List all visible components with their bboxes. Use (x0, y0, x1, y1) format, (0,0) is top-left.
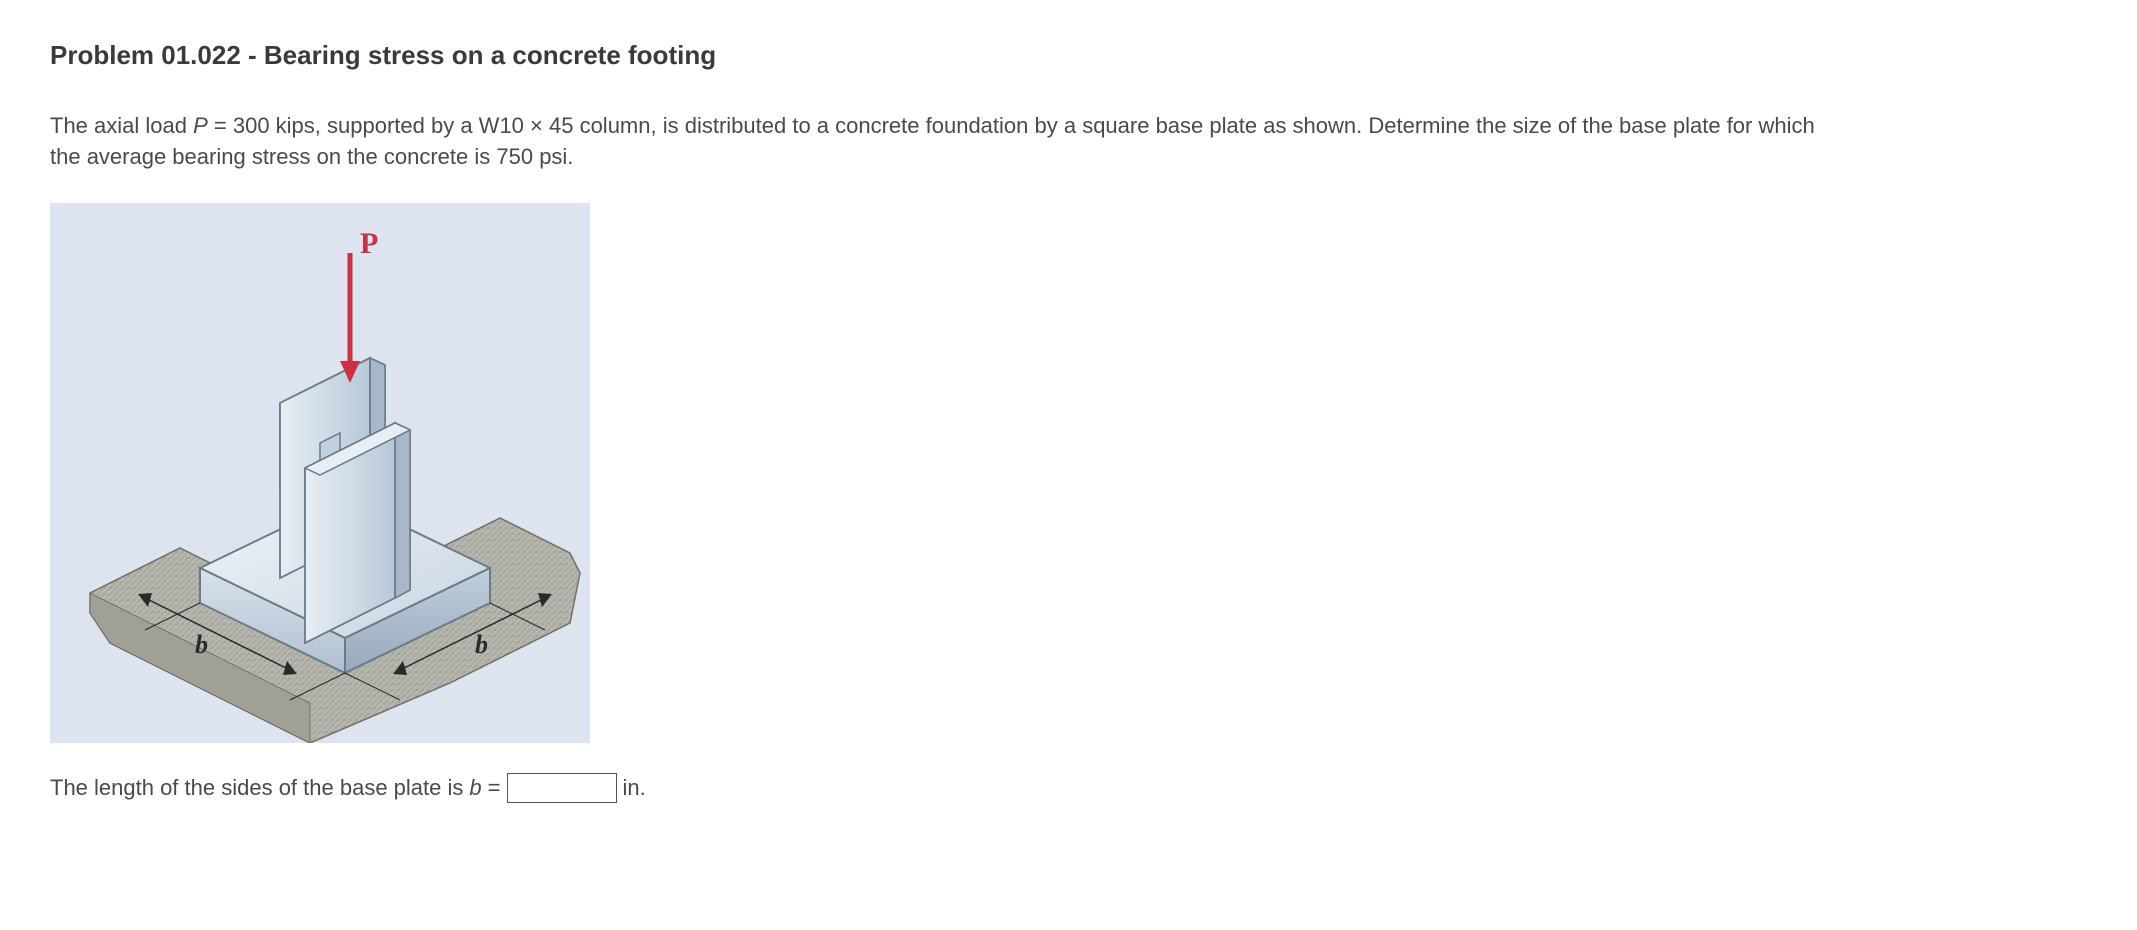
figure-svg: P b b (50, 203, 590, 743)
label-b-left: b (195, 630, 208, 659)
problem-text-rest: = 300 kips, supported by a W10 × 45 colu… (50, 113, 1815, 169)
label-b-right: b (475, 630, 488, 659)
answer-prefix: The length of the sides of the base plat… (50, 775, 463, 801)
answer-var: b (469, 775, 481, 801)
column-front-flange-edge (395, 423, 410, 598)
answer-line: The length of the sides of the base plat… (50, 773, 2087, 803)
problem-title: Problem 01.022 - Bearing stress on a con… (50, 40, 2087, 71)
answer-eq: = (488, 775, 501, 801)
problem-statement: The axial load P = 300 kips, supported b… (50, 111, 1850, 173)
answer-input[interactable] (507, 773, 617, 803)
label-P: P (360, 227, 378, 260)
problem-text-pre: The axial load (50, 113, 193, 138)
problem-var-P: P (193, 113, 208, 138)
figure: P b b (50, 203, 590, 743)
answer-unit: in. (623, 775, 646, 801)
